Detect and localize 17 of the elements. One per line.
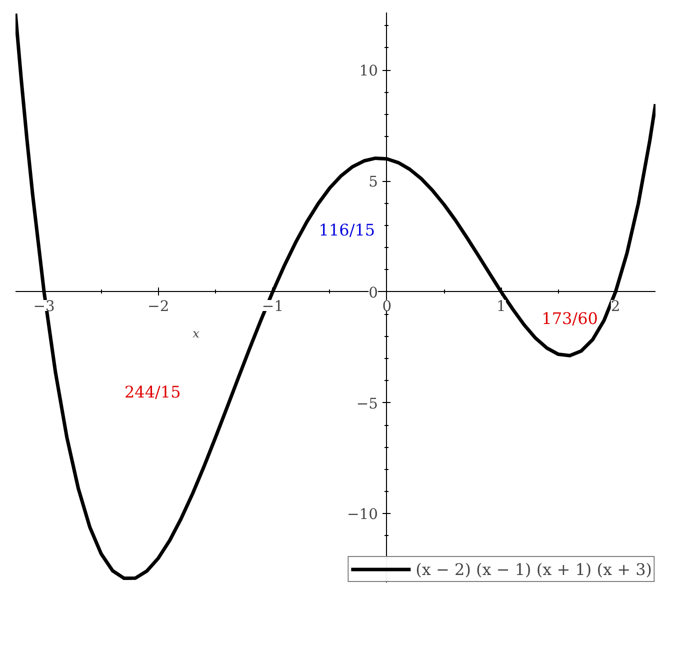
x-tick-label: −1 xyxy=(262,298,284,315)
x-tick-label: −2 xyxy=(148,298,170,315)
line-series xyxy=(16,12,656,580)
y-tick-label: 0 xyxy=(368,284,378,302)
annotation: 244/15 xyxy=(124,382,181,402)
y-tick-label: −10 xyxy=(347,506,378,524)
x-tick-label: 0 xyxy=(382,298,392,315)
annotation: 173/60 xyxy=(542,309,598,328)
x-tick-label: 2 xyxy=(610,298,620,315)
y-tick-label: 5 xyxy=(368,174,378,191)
annotation: 116/15 xyxy=(318,220,376,240)
legend-label: (x − 2) (x − 1) (x + 1) (x + 3) xyxy=(416,560,652,578)
x-axis-title: x xyxy=(192,326,200,341)
x-tick-label: 1 xyxy=(496,298,506,315)
y-tick-label: −5 xyxy=(356,395,378,412)
x-tick-label: −3 xyxy=(33,298,55,315)
y-tick-label: 10 xyxy=(359,62,378,80)
